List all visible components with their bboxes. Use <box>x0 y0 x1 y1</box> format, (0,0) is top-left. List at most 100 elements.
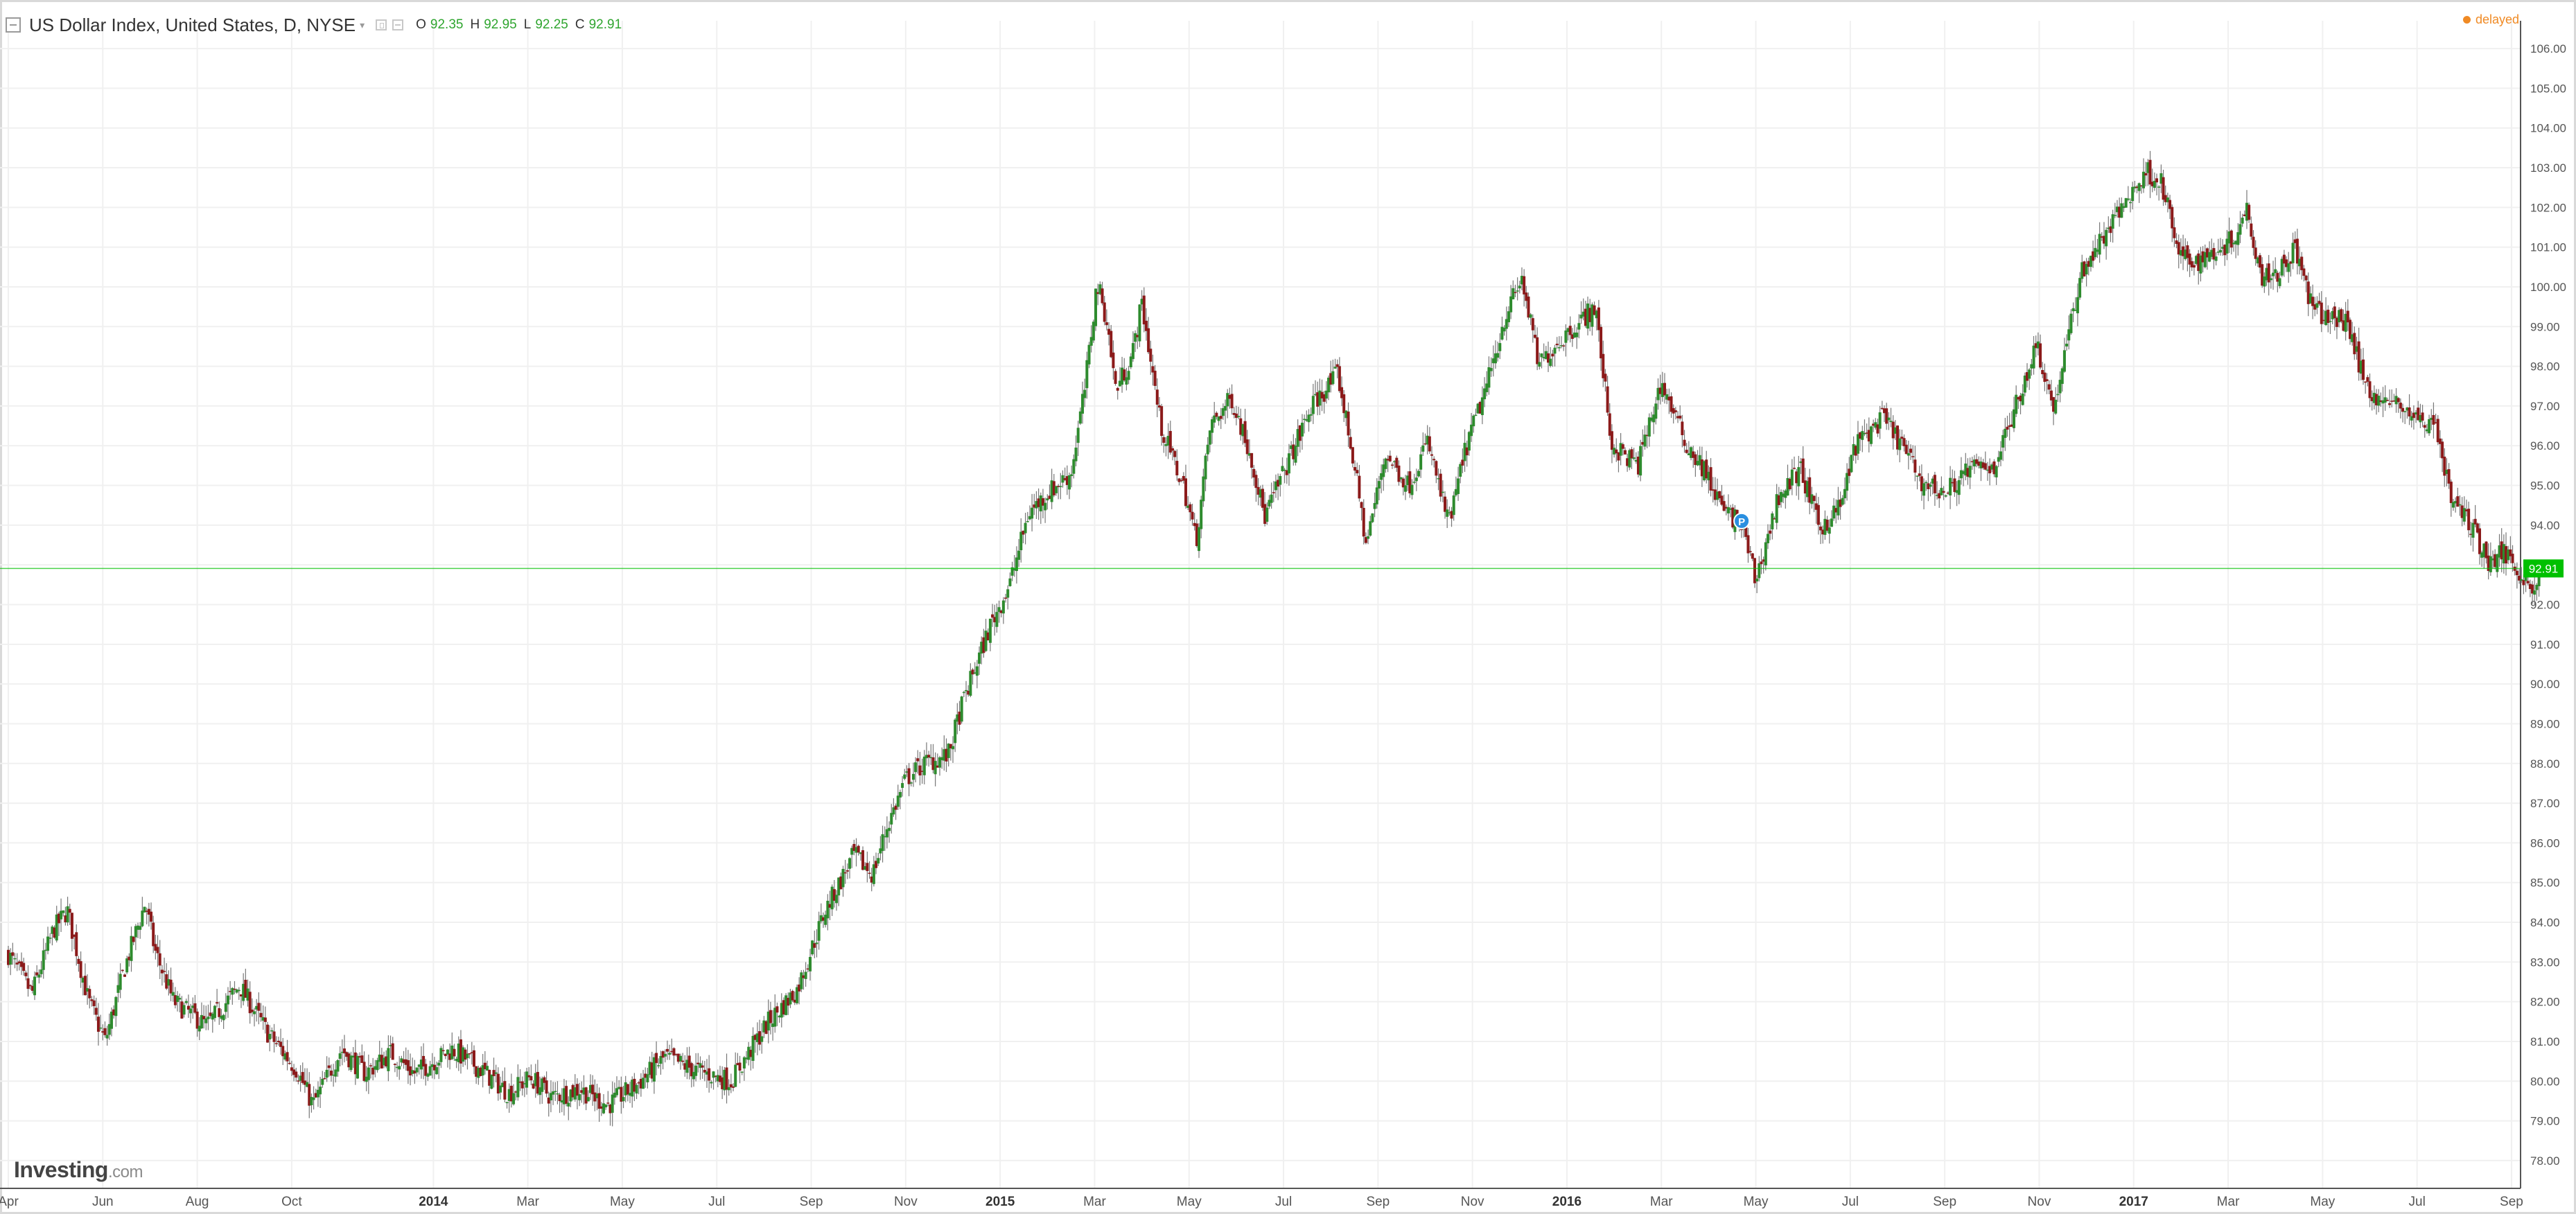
candle-body <box>505 1102 509 1104</box>
candle-body <box>1331 371 1335 385</box>
candle-body <box>2276 272 2279 282</box>
candle-body <box>1125 377 1128 385</box>
candle-body <box>2487 555 2490 571</box>
candle-body <box>1766 534 1769 544</box>
candle-body <box>749 1050 753 1057</box>
candle-body <box>2026 372 2029 381</box>
y-tick-label: 97.00 <box>2530 400 2560 413</box>
candle-body <box>2208 252 2211 262</box>
event-marker-icon[interactable] <box>1733 512 1751 529</box>
candle-body <box>2485 541 2488 558</box>
candle-body <box>99 1027 103 1029</box>
candle-body <box>1013 568 1016 571</box>
candle-body <box>947 744 950 758</box>
settings-icon[interactable] <box>376 19 387 30</box>
chevron-down-icon[interactable]: ▾ <box>360 19 365 30</box>
candle-body <box>2199 255 2202 274</box>
candle-body <box>560 1100 563 1103</box>
candle-body <box>719 1075 722 1082</box>
candle-body <box>2317 301 2321 304</box>
candle-body <box>1382 464 1385 477</box>
candle-body <box>426 1073 430 1077</box>
candle-body <box>268 1034 272 1040</box>
candle-body <box>1999 451 2002 460</box>
candle-body <box>2381 400 2385 404</box>
candle-body <box>997 607 1001 613</box>
hide-icon[interactable] <box>392 19 404 30</box>
candle-body <box>239 994 243 996</box>
candle-body <box>2120 203 2123 218</box>
candle-body <box>549 1093 552 1100</box>
candle-body <box>674 1053 678 1055</box>
candle-body <box>274 1043 278 1044</box>
candle-body <box>2338 310 2341 323</box>
candle-body <box>137 925 140 930</box>
candle-body <box>2065 343 2069 347</box>
candle-body <box>1581 311 1585 317</box>
candle-body <box>1200 500 1203 529</box>
candle-body <box>2252 236 2255 248</box>
candle-body <box>738 1062 742 1071</box>
candle-body <box>1880 407 1884 410</box>
candle-body <box>2182 246 2185 256</box>
candle-body <box>617 1087 621 1089</box>
candle-body <box>235 989 238 993</box>
candle-body <box>24 972 28 976</box>
candle-body <box>1990 464 1994 470</box>
event-marker-label: P <box>1738 516 1745 528</box>
candle-body <box>861 850 865 870</box>
candle-body <box>437 1062 441 1066</box>
candle-body <box>914 762 918 773</box>
candle-body <box>2109 226 2112 234</box>
candle-body <box>1017 550 1021 560</box>
candle-body <box>2254 247 2257 259</box>
candle-body <box>222 1014 225 1021</box>
candle-body <box>785 995 788 1015</box>
symbol-title[interactable]: US Dollar Index, United States, D, NYSE <box>29 14 356 35</box>
candle-body <box>1707 471 1710 481</box>
candle-body <box>2058 380 2062 394</box>
candle-body <box>1031 507 1034 519</box>
candle-body <box>1078 411 1082 424</box>
candle-body <box>1823 518 1827 535</box>
candle-body <box>841 869 845 888</box>
candle-body <box>830 886 834 910</box>
candle-body <box>2406 407 2409 411</box>
candle-body <box>2331 311 2334 319</box>
candle-body <box>1953 478 1956 493</box>
candle-body <box>705 1071 708 1075</box>
candle-body <box>1430 454 1434 456</box>
candle-body <box>1946 492 1949 494</box>
candle-body <box>376 1059 379 1071</box>
candle-body <box>2197 253 2200 272</box>
candle-body <box>2234 240 2238 245</box>
candle-body <box>850 847 854 855</box>
candle-body <box>1944 495 1947 497</box>
candle-body <box>993 617 997 623</box>
candle-body <box>1050 480 1053 502</box>
candle-body <box>1621 444 1624 449</box>
candle-body <box>751 1035 755 1062</box>
candle-body <box>1920 476 1923 491</box>
collapse-legend-button[interactable] <box>6 17 21 33</box>
candle-body <box>1949 477 1952 495</box>
candle-body <box>954 719 957 744</box>
candle-body <box>672 1048 676 1056</box>
candle-body <box>571 1084 575 1098</box>
candle-body <box>1520 276 1523 285</box>
candle-body <box>35 972 39 976</box>
candle-body <box>1514 292 1517 293</box>
y-tick-label: 96.00 <box>2530 439 2560 452</box>
last-price-label: 92.91 <box>2529 562 2559 575</box>
candle-body <box>676 1053 680 1062</box>
candle-body <box>310 1096 313 1106</box>
candle-body <box>1966 468 1970 477</box>
candle-body <box>306 1082 309 1087</box>
candle-body <box>716 1075 719 1082</box>
candle-body <box>2335 317 2338 327</box>
candle-body <box>1041 498 1044 506</box>
candle-body <box>659 1055 663 1064</box>
candle-body <box>742 1057 746 1068</box>
